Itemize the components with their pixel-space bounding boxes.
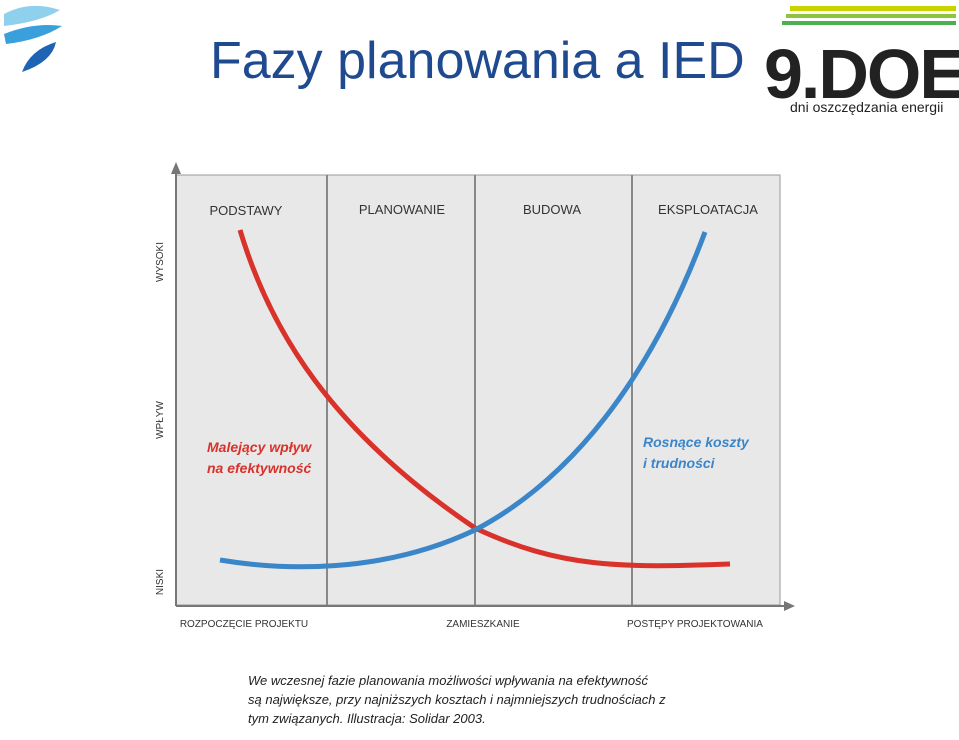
curve-label: na efektywność [207,460,311,476]
curve-label: i trudności [643,455,716,471]
curve-label: Rosnące koszty [643,434,750,450]
y-arrow [171,162,181,174]
phase-label: PLANOWANIE [359,202,446,217]
x-label: POSTĘPY PROJEKTOWANIA [627,619,763,630]
caption: We wczesnej fazie planowania możliwości … [248,673,649,688]
y-title: WPŁYW [155,401,166,439]
left-logo [4,5,62,72]
influence-curve [237,229,731,569]
logo-mark: 9.DOE [764,35,959,113]
caption: są największe, przy najniższych kosztach… [248,692,666,707]
panel [175,174,781,606]
y-high: WYSOKI [155,242,166,282]
phase-label: BUDOWA [523,202,581,217]
diagram: PODSTAWY PLANOWANIE BUDOWA EKSPLOATACJA … [155,162,795,630]
phase-label: EKSPLOATACJA [658,202,758,217]
x-label: ZAMIESZKANIE [446,619,520,630]
cost-curve [219,231,708,570]
x-label: ROZPOCZĘCIE PROJEKTU [180,619,308,630]
y-low: NISKI [155,569,166,595]
caption: tym związanych. Illustracja: Solidar 200… [248,711,486,726]
curve-label: Malejący wpływ [207,439,312,455]
logo-tagline: dni oszczędzania energii [790,99,943,115]
phase-label: PODSTAWY [210,203,283,218]
title: Fazy planowania a IED [210,32,745,90]
x-arrow [784,601,795,611]
right-logo: 9.DOE dni oszczędzania energii [764,6,959,115]
